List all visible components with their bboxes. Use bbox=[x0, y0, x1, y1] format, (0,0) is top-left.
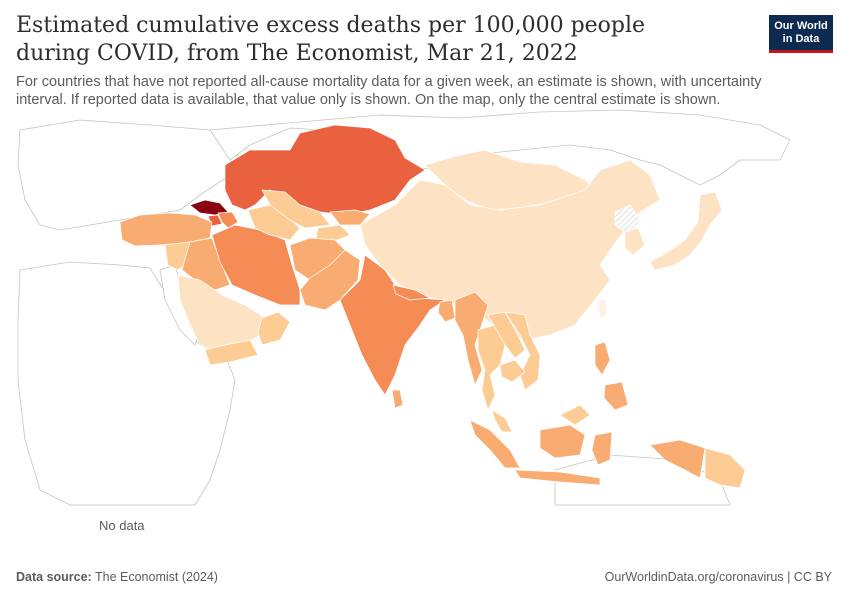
europe-land bbox=[17, 119, 241, 231]
country-japan[interactable] bbox=[649, 191, 723, 271]
country-indonesia[interactable] bbox=[469, 419, 706, 486]
country-papua-new-guinea[interactable] bbox=[704, 447, 746, 489]
footer-source: Data source: The Economist (2024) bbox=[16, 570, 218, 584]
country-yemen[interactable] bbox=[204, 339, 259, 366]
country-azerbaijan[interactable] bbox=[217, 211, 239, 229]
country-sri-lanka[interactable] bbox=[391, 389, 404, 409]
country-north-korea[interactable] bbox=[614, 204, 641, 233]
country-nepal[interactable] bbox=[392, 284, 431, 301]
country-vietnam[interactable] bbox=[504, 311, 541, 391]
logo-line-2: in Data bbox=[782, 33, 820, 45]
country-iran[interactable] bbox=[211, 224, 301, 306]
country-pakistan[interactable] bbox=[299, 249, 361, 311]
country-kyrgyzstan[interactable] bbox=[329, 209, 371, 226]
source-label: Data source: bbox=[16, 570, 92, 584]
chart-title: Estimated cumulative excess deaths per 1… bbox=[16, 13, 646, 66]
country-myanmar[interactable] bbox=[454, 291, 489, 386]
country-tajikistan[interactable] bbox=[315, 224, 351, 244]
country-cambodia[interactable] bbox=[499, 359, 526, 383]
no-data-label: No data bbox=[99, 518, 145, 533]
logo-line-1: Our World bbox=[774, 20, 828, 32]
footer-credit[interactable]: OurWorldinData.org/coronavirus | CC BY bbox=[604, 570, 832, 584]
country-india[interactable] bbox=[339, 254, 446, 396]
country-philippines[interactable] bbox=[594, 341, 629, 411]
source-value[interactable]: The Economist (2024) bbox=[94, 570, 218, 584]
country-uzbekistan[interactable] bbox=[261, 189, 331, 229]
country-iraq[interactable] bbox=[181, 237, 231, 291]
chart-subtitle: For countries that have not reported all… bbox=[16, 74, 762, 108]
country-saudi-arabia[interactable] bbox=[177, 274, 266, 351]
country-oman[interactable] bbox=[257, 311, 291, 346]
owid-logo[interactable]: Our World in Data bbox=[769, 15, 833, 53]
country-south-korea[interactable] bbox=[624, 227, 646, 256]
country-turkey[interactable] bbox=[119, 212, 213, 247]
country-bangladesh[interactable] bbox=[437, 299, 456, 323]
country-malaysia[interactable] bbox=[491, 404, 591, 433]
country-taiwan[interactable] bbox=[597, 297, 608, 319]
choropleth-map[interactable]: 0100200300400500600700800 bbox=[0, 108, 850, 508]
